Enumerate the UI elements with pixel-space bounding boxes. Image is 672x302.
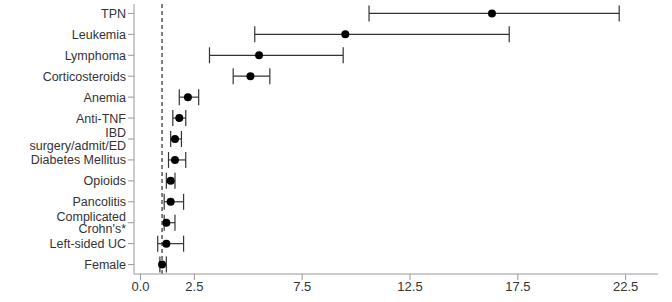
svg-text:22.5: 22.5 (613, 279, 638, 294)
svg-text:ComplicatedCrohn's*: ComplicatedCrohn's* (57, 210, 127, 237)
svg-text:0.0: 0.0 (131, 279, 149, 294)
svg-text:2.5: 2.5 (185, 279, 203, 294)
svg-text:IBDsurgery/admit/ED: IBDsurgery/admit/ED (29, 126, 126, 153)
svg-text:7.5: 7.5 (293, 279, 311, 294)
svg-text:TPN: TPN (101, 7, 126, 21)
svg-text:Anti-TNF: Anti-TNF (76, 112, 126, 126)
svg-text:Corticosteroids: Corticosteroids (43, 70, 126, 84)
svg-text:Diabetes Mellitus: Diabetes Mellitus (31, 153, 126, 167)
svg-text:Leukemia: Leukemia (72, 28, 126, 42)
svg-text:12.5: 12.5 (397, 279, 422, 294)
svg-text:Pancolitis: Pancolitis (73, 195, 127, 209)
svg-text:Anemia: Anemia (84, 91, 126, 105)
svg-text:Female: Female (84, 258, 126, 272)
svg-text:Lymphoma: Lymphoma (65, 49, 126, 63)
svg-text:Left-sided UC: Left-sided UC (50, 237, 126, 251)
svg-text:17.5: 17.5 (505, 279, 530, 294)
svg-text:Opioids: Opioids (84, 174, 126, 188)
